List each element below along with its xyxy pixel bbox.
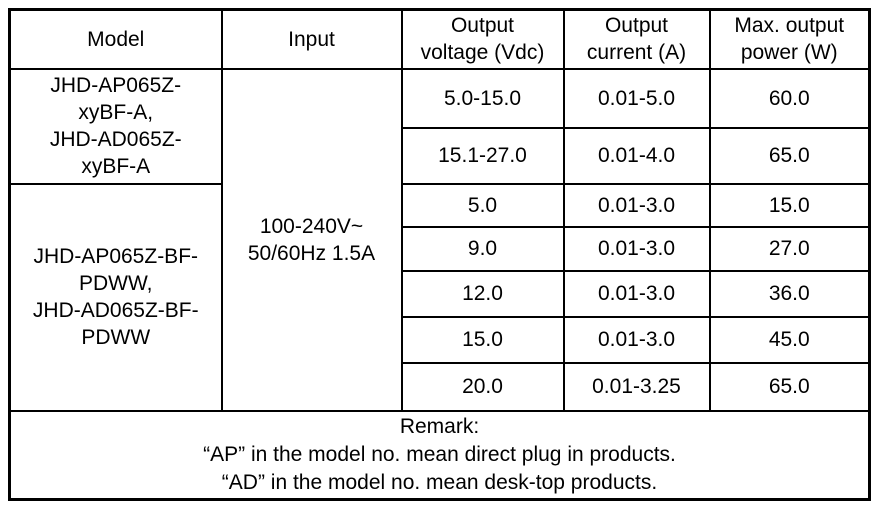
output-current-value: 0.01-5.0 [562, 67, 711, 129]
table-row: 15.0 0.01-3.0 45.0 [10, 315, 871, 364]
output-voltage-value: 15.0 [400, 315, 565, 364]
max-power-value: 45.0 [708, 315, 871, 364]
table-row: JHD-AP065Z- xyBF-A, JHD-AD065Z- xyBF-A 1… [8, 67, 871, 412]
max-power-value: 60.0 [708, 67, 871, 129]
input-cell: 100-240V~ 50/60Hz 1.5A [220, 67, 403, 412]
header-model: Model [8, 8, 223, 70]
output-current-value: 0.01-3.0 [562, 269, 711, 318]
spec-table: Model Input Output voltage (Vdc) Output … [8, 8, 871, 501]
output-voltage-value: 12.0 [400, 269, 565, 318]
table-row: 9.0 0.01-3.0 27.0 [10, 225, 871, 272]
header-output-voltage: Output voltage (Vdc) [400, 8, 565, 70]
table-row: 12.0 0.01-3.0 36.0 [10, 269, 871, 318]
model-cell-group-2: JHD-AP065Z-BF- PDWW, JHD-AD065Z-BF- PDWW [8, 182, 223, 412]
remark-text: Remark: “AP” in the model no. mean direc… [8, 409, 871, 501]
remark-row: Remark: “AP” in the model no. mean direc… [8, 409, 871, 501]
header-output-current: Output current (A) [562, 8, 711, 70]
model-cell-group-1: JHD-AP065Z- xyBF-A, JHD-AD065Z- xyBF-A [8, 67, 223, 185]
header-row: Model Input Output voltage (Vdc) Output … [8, 8, 871, 70]
table-row: 15.1-27.0 0.01-4.0 65.0 [10, 126, 871, 185]
output-voltage-value: 5.0 [400, 182, 565, 228]
output-voltage-value: 15.1-27.0 [400, 126, 565, 185]
output-current-value: 0.01-3.0 [562, 182, 711, 228]
header-max-output-power: Max. output power (W) [708, 8, 871, 70]
max-power-value: 15.0 [708, 182, 871, 228]
table-row: JHD-AP065Z-BF- PDWW, JHD-AD065Z-BF- PDWW… [8, 182, 871, 412]
output-current-value: 0.01-3.25 [562, 361, 711, 412]
max-power-value: 65.0 [708, 361, 871, 412]
max-power-value: 27.0 [708, 225, 871, 272]
table-row: 20.0 0.01-3.25 65.0 [10, 361, 871, 412]
header-input: Input [220, 8, 403, 70]
output-current-value: 0.01-4.0 [562, 126, 711, 185]
max-power-value: 36.0 [708, 269, 871, 318]
output-voltage-value: 5.0-15.0 [400, 67, 565, 129]
output-current-value: 0.01-3.0 [562, 315, 711, 364]
output-voltage-value: 9.0 [400, 225, 565, 272]
output-voltage-value: 20.0 [400, 361, 565, 412]
output-current-value: 0.01-3.0 [562, 225, 711, 272]
max-power-value: 65.0 [708, 126, 871, 185]
